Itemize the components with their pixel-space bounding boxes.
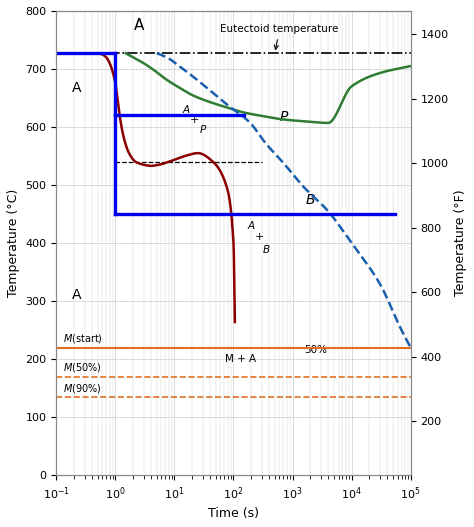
Text: A: A	[183, 104, 190, 114]
Text: $M$(50%): $M$(50%)	[63, 361, 102, 374]
Text: $M$(start): $M$(start)	[63, 331, 103, 345]
Text: +: +	[254, 232, 264, 242]
Text: P: P	[279, 110, 288, 123]
Text: B: B	[306, 192, 315, 207]
Text: P: P	[200, 125, 206, 135]
Text: M + A: M + A	[225, 354, 256, 364]
X-axis label: Time (s): Time (s)	[208, 507, 259, 520]
Text: $M$(90%): $M$(90%)	[63, 382, 102, 395]
Text: A: A	[72, 288, 82, 302]
Text: A: A	[248, 221, 255, 231]
Text: A: A	[72, 81, 82, 94]
Text: +: +	[190, 115, 200, 125]
Text: B: B	[263, 245, 270, 255]
Y-axis label: Temperature (°C): Temperature (°C)	[7, 189, 20, 297]
Text: 50%: 50%	[305, 345, 328, 355]
Text: A: A	[134, 18, 144, 33]
Y-axis label: Temperature (°F): Temperature (°F)	[454, 190, 467, 296]
Text: Eutectoid temperature: Eutectoid temperature	[220, 24, 338, 50]
